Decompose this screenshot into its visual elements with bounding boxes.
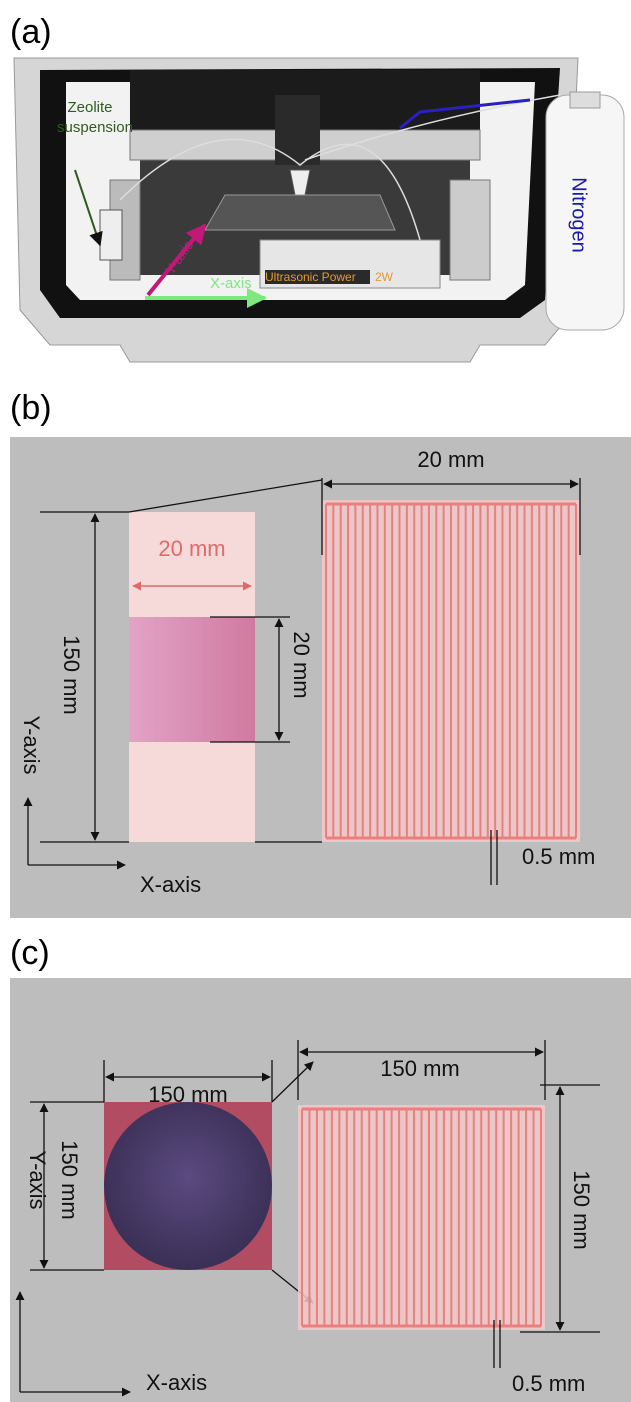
axis-label: X-axis bbox=[210, 275, 252, 292]
meander-line bbox=[302, 1107, 541, 1328]
dimension-label: 20 mm bbox=[158, 536, 225, 561]
panel-label: (c) bbox=[10, 934, 50, 972]
dimension-label: 150 mm bbox=[380, 1056, 459, 1081]
meander-line bbox=[325, 504, 577, 838]
dimension-label: 150 mm bbox=[59, 635, 84, 714]
axis-label: X-axis bbox=[140, 872, 201, 897]
dimension-label: 20 mm bbox=[289, 631, 314, 698]
sample bbox=[129, 617, 255, 742]
dimension-label: 150 mm bbox=[57, 1140, 82, 1219]
meander-line bbox=[326, 502, 576, 840]
axis-label: X-axis bbox=[146, 1370, 207, 1395]
annotation: Nitrogen bbox=[568, 177, 590, 253]
dimension-label: 20 mm bbox=[417, 447, 484, 472]
meander-pattern bbox=[298, 1105, 545, 1330]
dimension-label: 150 mm bbox=[148, 1082, 227, 1107]
dimension-label: 150 mm bbox=[569, 1170, 594, 1249]
device-label: 2W bbox=[375, 270, 394, 284]
printer bbox=[13, 57, 625, 363]
meander-line bbox=[301, 1109, 542, 1326]
annotation: suspension bbox=[57, 119, 133, 136]
panel-label: (a) bbox=[10, 13, 52, 51]
wafer bbox=[104, 1102, 272, 1270]
axis-label: Y-axis bbox=[19, 715, 44, 774]
annotation: Zeolite bbox=[67, 99, 112, 116]
axis-label: Y-axis bbox=[25, 1150, 50, 1209]
meander-pattern bbox=[322, 500, 580, 842]
panel-label: (b) bbox=[10, 389, 52, 427]
device-label: Ultrasonic Power bbox=[265, 270, 356, 284]
dimension-label: 0.5 mm bbox=[522, 844, 595, 869]
dimension-label: 0.5 mm bbox=[512, 1371, 585, 1396]
